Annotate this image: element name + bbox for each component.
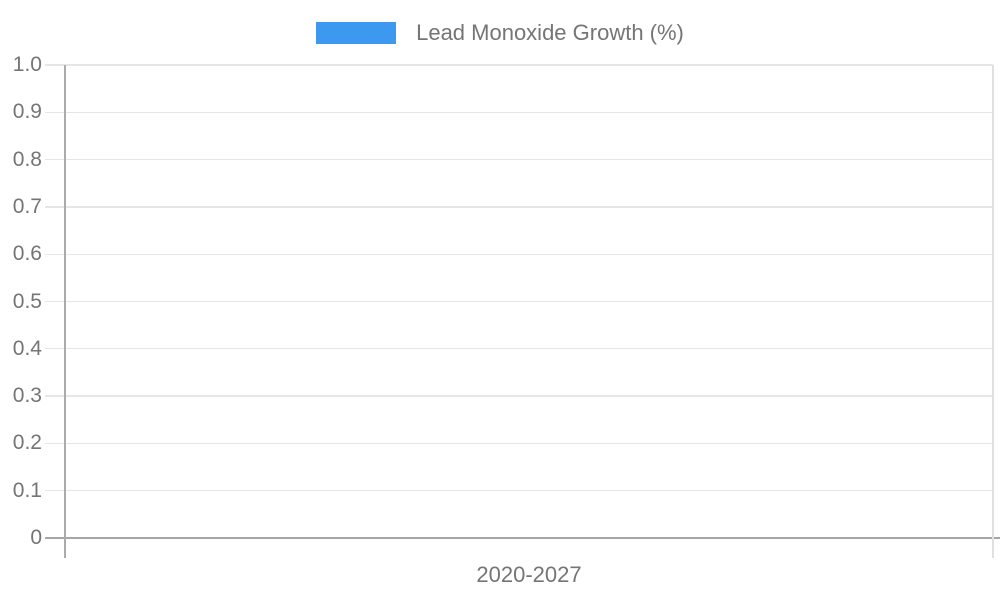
gridline — [45, 442, 993, 445]
y-axis-line — [64, 65, 66, 558]
gridline — [45, 300, 993, 303]
y-tick-label: 0 — [30, 526, 42, 549]
y-tick-label: 1.0 — [12, 53, 42, 76]
y-tick-label: 0.4 — [12, 336, 42, 360]
y-tick-label: 0.7 — [12, 194, 42, 218]
gridline — [45, 111, 993, 113]
legend-label: Lead Monoxide Growth (%) — [416, 20, 684, 45]
y-axis-tick-labels: 1.0 0.9 0.8 0.7 0.6 0.5 0.4 0.3 0.2 0.1 0 — [0, 0, 45, 600]
y-tick-label: 0.3 — [12, 384, 42, 408]
gridline — [45, 395, 993, 397]
gridline — [45, 206, 993, 208]
gridline — [45, 490, 993, 492]
y-tick-label: 0.8 — [12, 147, 42, 171]
y-tick-label: 0.1 — [12, 478, 42, 502]
y-tick-label: 0.2 — [12, 431, 42, 455]
gridline — [45, 348, 993, 350]
y-tick-label: 0.9 — [12, 100, 42, 124]
y-tick-label: 0.5 — [12, 289, 42, 313]
x-axis-label: 2020-2027 — [476, 562, 582, 587]
gridline — [45, 253, 993, 255]
legend-swatch-icon — [316, 22, 397, 44]
plot-right-border — [992, 65, 994, 558]
x-axis-baseline — [45, 537, 1000, 539]
gridline — [45, 64, 993, 66]
plot-area — [45, 64, 1000, 539]
legend[interactable]: Lead Monoxide Growth (%) — [0, 22, 1000, 44]
y-tick-label: 0.6 — [12, 242, 42, 266]
gridline — [45, 158, 993, 161]
